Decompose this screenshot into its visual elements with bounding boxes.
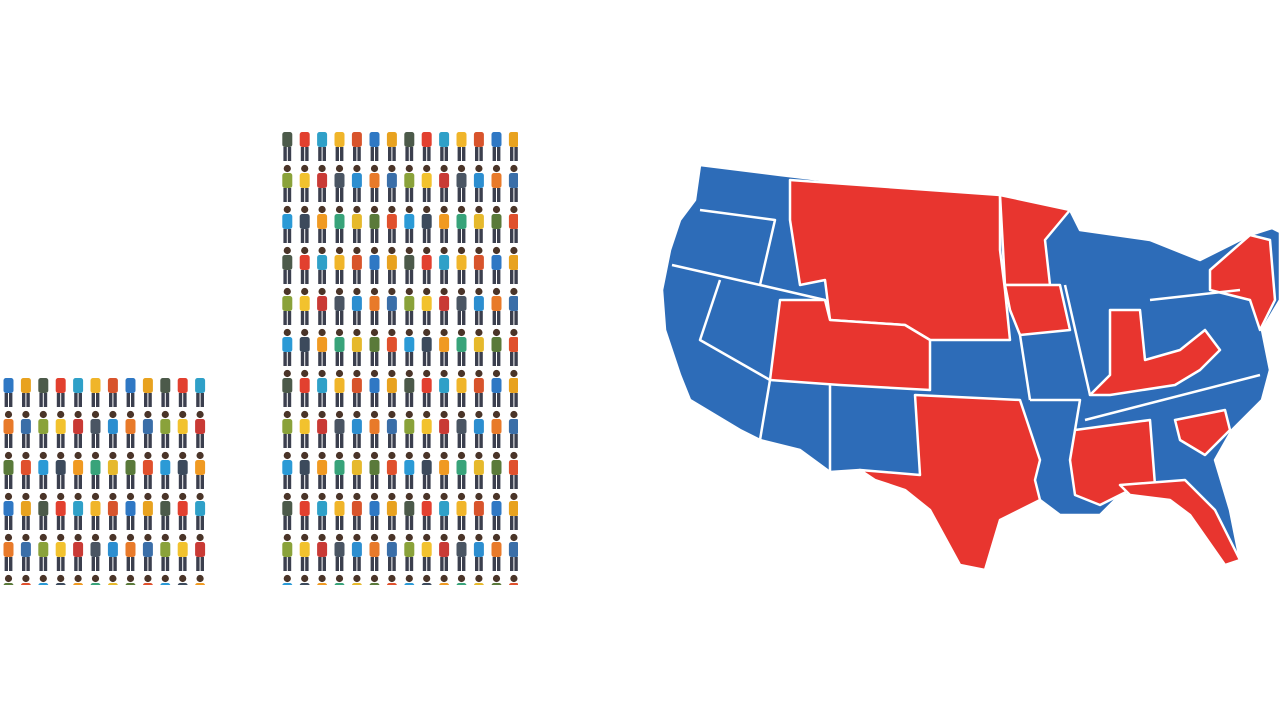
south-carolina [1173, 408, 1232, 457]
border [1084, 373, 1261, 422]
iowa [1003, 283, 1072, 337]
red-states [768, 178, 1277, 572]
crowd-small [0, 378, 210, 585]
border [1018, 334, 1032, 401]
crowd-large [276, 132, 518, 585]
us-map [660, 163, 1280, 572]
border [1030, 398, 1082, 431]
ohio-valley [1088, 308, 1222, 397]
florida [1118, 478, 1242, 567]
border [1063, 284, 1092, 396]
texas-oklahoma [858, 393, 1042, 572]
border [671, 263, 826, 302]
minnesota [998, 193, 1072, 287]
border [698, 279, 772, 441]
mountain-west [768, 298, 932, 392]
state-borders [671, 208, 1261, 472]
border [699, 208, 777, 286]
border [1149, 288, 1241, 302]
